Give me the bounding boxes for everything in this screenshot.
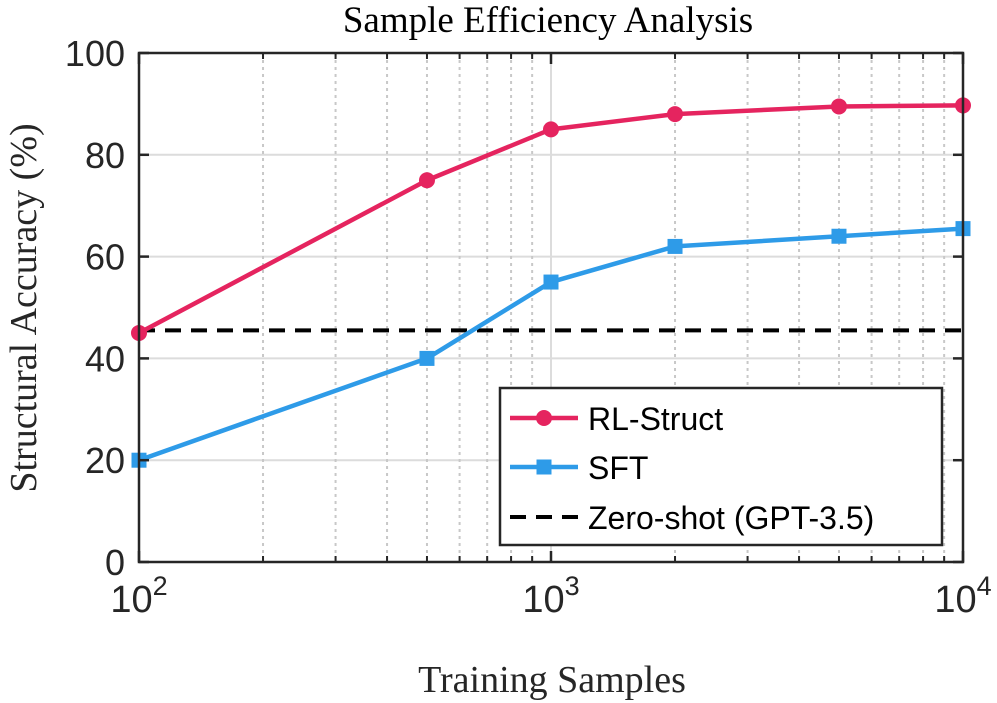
x-tick-label-base: 10	[934, 579, 976, 621]
sft-point	[543, 274, 559, 290]
x-tick-label-exponent: 2	[153, 571, 168, 601]
y-tick-label: 40	[85, 338, 125, 379]
y-tick-label: 20	[85, 440, 125, 481]
legend: RL-Struct SFT Zero-shot (GPT-3.5)	[498, 386, 944, 547]
chart-title: Sample Efficiency Analysis	[343, 0, 753, 41]
legend-marker-sft	[536, 459, 552, 475]
x-tick-label: 102	[110, 571, 167, 621]
y-tick-label: 0	[105, 542, 125, 583]
y-tick-label: 100	[65, 33, 125, 74]
sft-point	[831, 228, 847, 244]
y-axis-label: Structural Accuracy (%)	[3, 123, 45, 492]
x-tick-label-base: 10	[522, 579, 564, 621]
x-tick-label-base: 10	[110, 579, 152, 621]
x-axis-label: Training Samples	[418, 659, 686, 701]
x-tick-label-exponent: 3	[565, 571, 580, 601]
x-tick-label: 103	[522, 571, 579, 621]
x-tick-label-exponent: 4	[977, 571, 992, 601]
legend-label-sft: SFT	[588, 450, 648, 486]
sft-point	[667, 238, 683, 254]
sft-point	[419, 350, 435, 366]
rl-struct-point	[667, 106, 684, 123]
legend-marker-rl-struct	[536, 410, 552, 426]
y-tick-label: 80	[85, 135, 125, 176]
legend-label-rl-struct: RL-Struct	[588, 401, 723, 437]
legend-label-zero-shot-gpt-3-5: Zero-shot (GPT-3.5)	[588, 500, 874, 536]
sft-line	[138, 226, 964, 463]
rl-struct-point	[418, 172, 435, 189]
rl-struct-point	[543, 121, 559, 138]
x-tick-label: 104	[934, 571, 991, 621]
rl-struct-point	[830, 98, 847, 115]
axis-ticks	[137, 51, 965, 564]
rl-struct-line	[137, 103, 964, 335]
y-tick-label: 60	[85, 237, 125, 278]
